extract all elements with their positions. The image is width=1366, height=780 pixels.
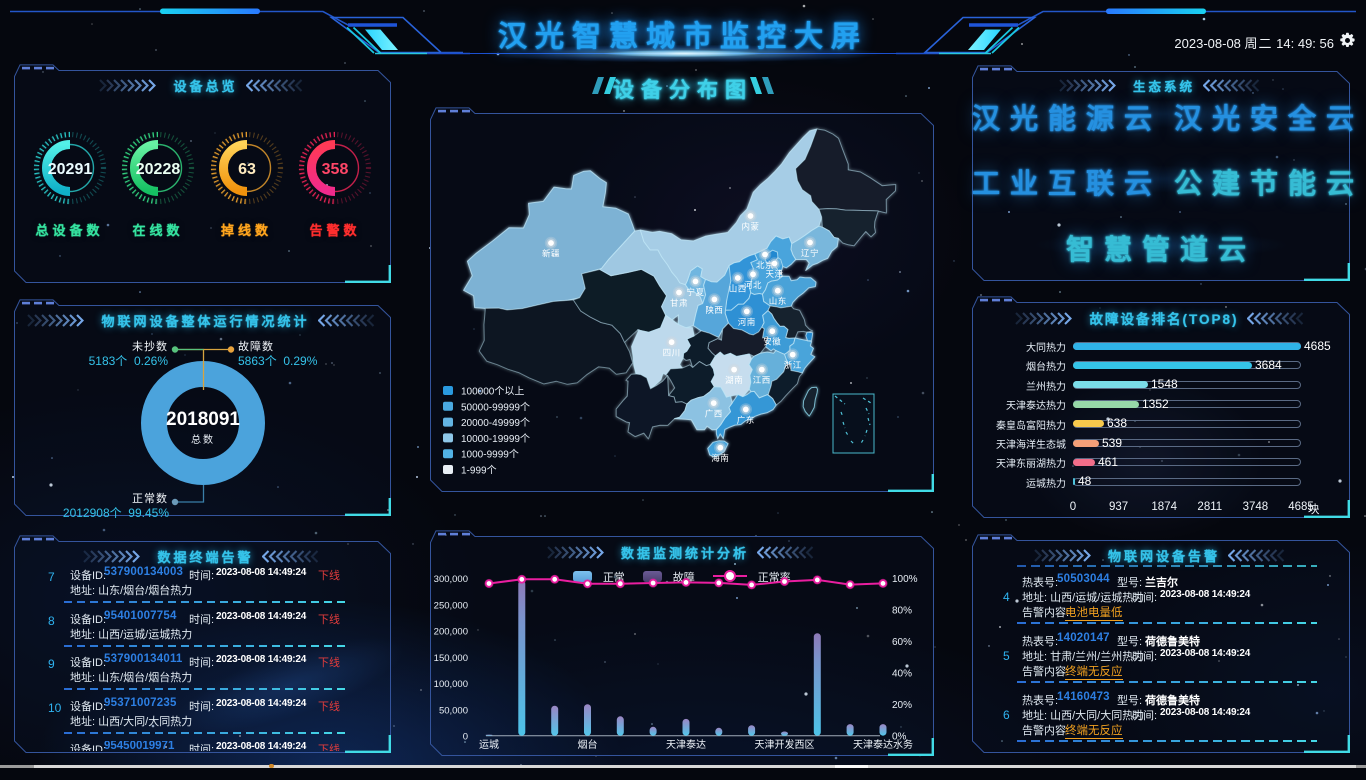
svg-text:1000-9999个: 1000-9999个 (461, 449, 519, 461)
svg-text:20%: 20% (892, 700, 912, 711)
svg-text:0%: 0% (892, 732, 907, 743)
svg-text:100000个以上: 100000个以上 (461, 386, 524, 398)
svg-text:天津开发西区: 天津开发西区 (755, 738, 815, 751)
svg-text:50000-99999个: 50000-99999个 (461, 401, 530, 413)
svg-text:200,000: 200,000 (434, 627, 468, 638)
svg-text:300,000: 300,000 (434, 574, 468, 585)
svg-text:运城: 运城 (479, 739, 499, 751)
svg-text:烟台: 烟台 (578, 738, 598, 751)
svg-text:北京: 北京 (756, 260, 774, 270)
svg-text:20291: 20291 (47, 161, 92, 178)
svg-text:新疆: 新疆 (542, 249, 560, 259)
svg-text:63: 63 (238, 161, 256, 178)
svg-text:10000-19999个: 10000-19999个 (461, 433, 530, 445)
svg-text:安徽: 安徽 (763, 337, 781, 347)
svg-text:广西: 广西 (705, 409, 723, 419)
svg-text:广东: 广东 (737, 415, 755, 425)
svg-text:辽宁: 辽宁 (801, 248, 819, 258)
svg-text:海南: 海南 (711, 453, 729, 463)
svg-text:0: 0 (463, 732, 468, 743)
svg-text:宁夏: 宁夏 (686, 287, 704, 297)
svg-text:山西: 山西 (729, 284, 747, 294)
svg-text:四川: 四川 (663, 348, 681, 358)
svg-text:100,000: 100,000 (434, 679, 468, 690)
svg-text:内蒙: 内蒙 (741, 222, 759, 232)
svg-text:山东: 山东 (769, 296, 787, 306)
svg-text:天津泰达: 天津泰达 (666, 738, 706, 751)
svg-text:150,000: 150,000 (434, 653, 468, 664)
svg-text:250,000: 250,000 (434, 600, 468, 611)
svg-text:50,000: 50,000 (439, 705, 468, 716)
svg-text:河北: 河北 (744, 280, 762, 290)
svg-text:20000-49999个: 20000-49999个 (461, 417, 530, 429)
svg-text:陕西: 陕西 (705, 305, 723, 315)
svg-text:天津泰达水务: 天津泰达水务 (853, 738, 913, 751)
svg-text:江西: 江西 (753, 375, 771, 385)
svg-text:1-999个: 1-999个 (461, 465, 497, 477)
svg-text:40%: 40% (892, 669, 912, 680)
svg-text:湖南: 湖南 (725, 375, 743, 385)
svg-text:20228: 20228 (136, 161, 181, 178)
svg-text:80%: 80% (892, 606, 912, 617)
svg-text:358: 358 (322, 161, 349, 178)
svg-text:60%: 60% (892, 637, 912, 648)
svg-text:浙江: 浙江 (784, 360, 802, 370)
svg-text:河南: 河南 (738, 317, 756, 327)
svg-text:甘肃: 甘肃 (670, 298, 688, 308)
svg-text:天津: 天津 (765, 269, 783, 279)
svg-text:100%: 100% (892, 574, 918, 585)
